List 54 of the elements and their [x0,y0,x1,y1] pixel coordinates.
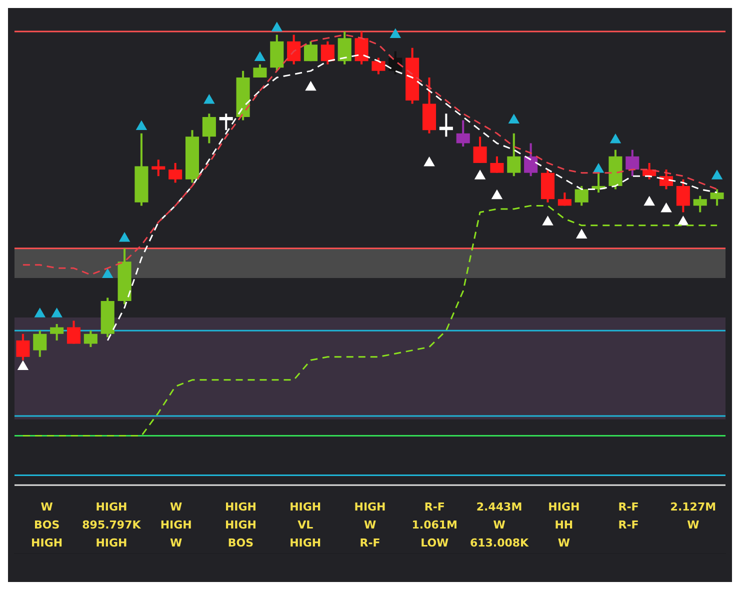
point [678,216,688,226]
point [712,170,722,180]
point [542,216,553,226]
text: W [493,518,506,532]
text: W [364,518,376,532]
text: R-F [618,518,639,532]
text: HIGH [96,536,128,550]
point [661,203,672,212]
point [52,308,62,318]
text: HIGH [290,536,322,550]
text: 2.127M [670,500,716,514]
text: HIGH [160,518,192,532]
point [644,196,654,206]
text: HIGH [354,500,386,514]
text: W [558,536,570,550]
point [136,121,147,130]
point [424,157,434,166]
point [492,190,502,200]
text: BOS [228,536,254,550]
text: VL [298,518,314,532]
point [18,360,28,370]
text: 2.443M [476,500,522,514]
point [119,232,130,242]
text: HIGH [548,500,580,514]
point [610,134,621,144]
point [254,52,266,62]
text: HIGH [224,518,256,532]
point [576,230,587,239]
text: HIGH [224,500,256,514]
point [508,114,519,124]
text: W [170,500,182,514]
text: 895.797K [82,518,142,532]
text: 613.008K [470,536,530,550]
text: HIGH [96,500,128,514]
text: R-F [360,536,380,550]
text: 1.061M [412,518,458,532]
text: W [40,500,53,514]
text: HH [554,518,574,532]
text: BOS [34,518,60,532]
text: W [170,536,182,550]
text: LOW [420,536,449,550]
point [306,82,316,91]
text: W [687,518,700,532]
text: R-F [618,500,639,514]
text: HIGH [31,536,63,550]
point [204,94,214,104]
text: HIGH [290,500,322,514]
point [390,29,400,38]
point [474,170,486,180]
point [102,268,113,278]
point [272,22,282,32]
point [34,308,45,318]
point [593,164,604,173]
text: R-F [424,500,445,514]
